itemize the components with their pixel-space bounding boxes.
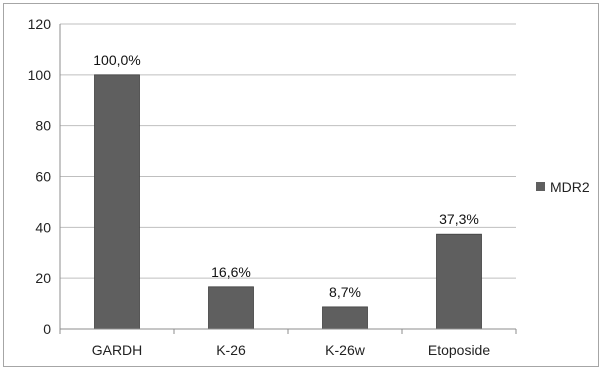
bar-k-26w: [322, 306, 368, 330]
legend-label-mdr2: MDR2: [550, 179, 590, 195]
y-tick-label-80: 80: [35, 118, 51, 134]
y-tick-labels: 0 20 40 60 80 100 120: [28, 16, 52, 337]
bars: [94, 74, 482, 330]
data-labels: 100,0% 16,6% 8,7% 37,3%: [93, 52, 479, 300]
x-tick-label-k-26: K-26: [216, 342, 246, 358]
x-tick-label-k-26w: K-26w: [325, 342, 366, 358]
data-label-k-26: 16,6%: [211, 264, 251, 280]
y-tick-label-120: 120: [28, 16, 52, 32]
x-tick-label-etoposide: Etoposide: [428, 342, 490, 358]
y-tick-label-40: 40: [35, 219, 51, 235]
y-tick-label-0: 0: [43, 321, 51, 337]
bar-etoposide: [436, 233, 482, 330]
legend: MDR2: [536, 179, 590, 195]
bar-gardh: [94, 74, 140, 330]
chart-frame: 0 20 40 60 80 100 120 GARDH K-26 K-26w Etoposide …: [3, 3, 599, 367]
legend-swatch-mdr2: [536, 182, 545, 191]
data-label-k-26w: 8,7%: [329, 284, 361, 300]
y-tick-label-20: 20: [35, 270, 51, 286]
y-tick-label-60: 60: [35, 169, 51, 185]
x-tick-labels: GARDH K-26 K-26w Etoposide: [92, 342, 491, 358]
x-tick-label-gardh: GARDH: [92, 342, 143, 358]
data-label-gardh: 100,0%: [93, 52, 140, 68]
data-label-etoposide: 37,3%: [439, 211, 479, 227]
bar-k-26: [208, 286, 254, 330]
axes: [59, 24, 517, 334]
y-tick-label-100: 100: [28, 67, 52, 83]
